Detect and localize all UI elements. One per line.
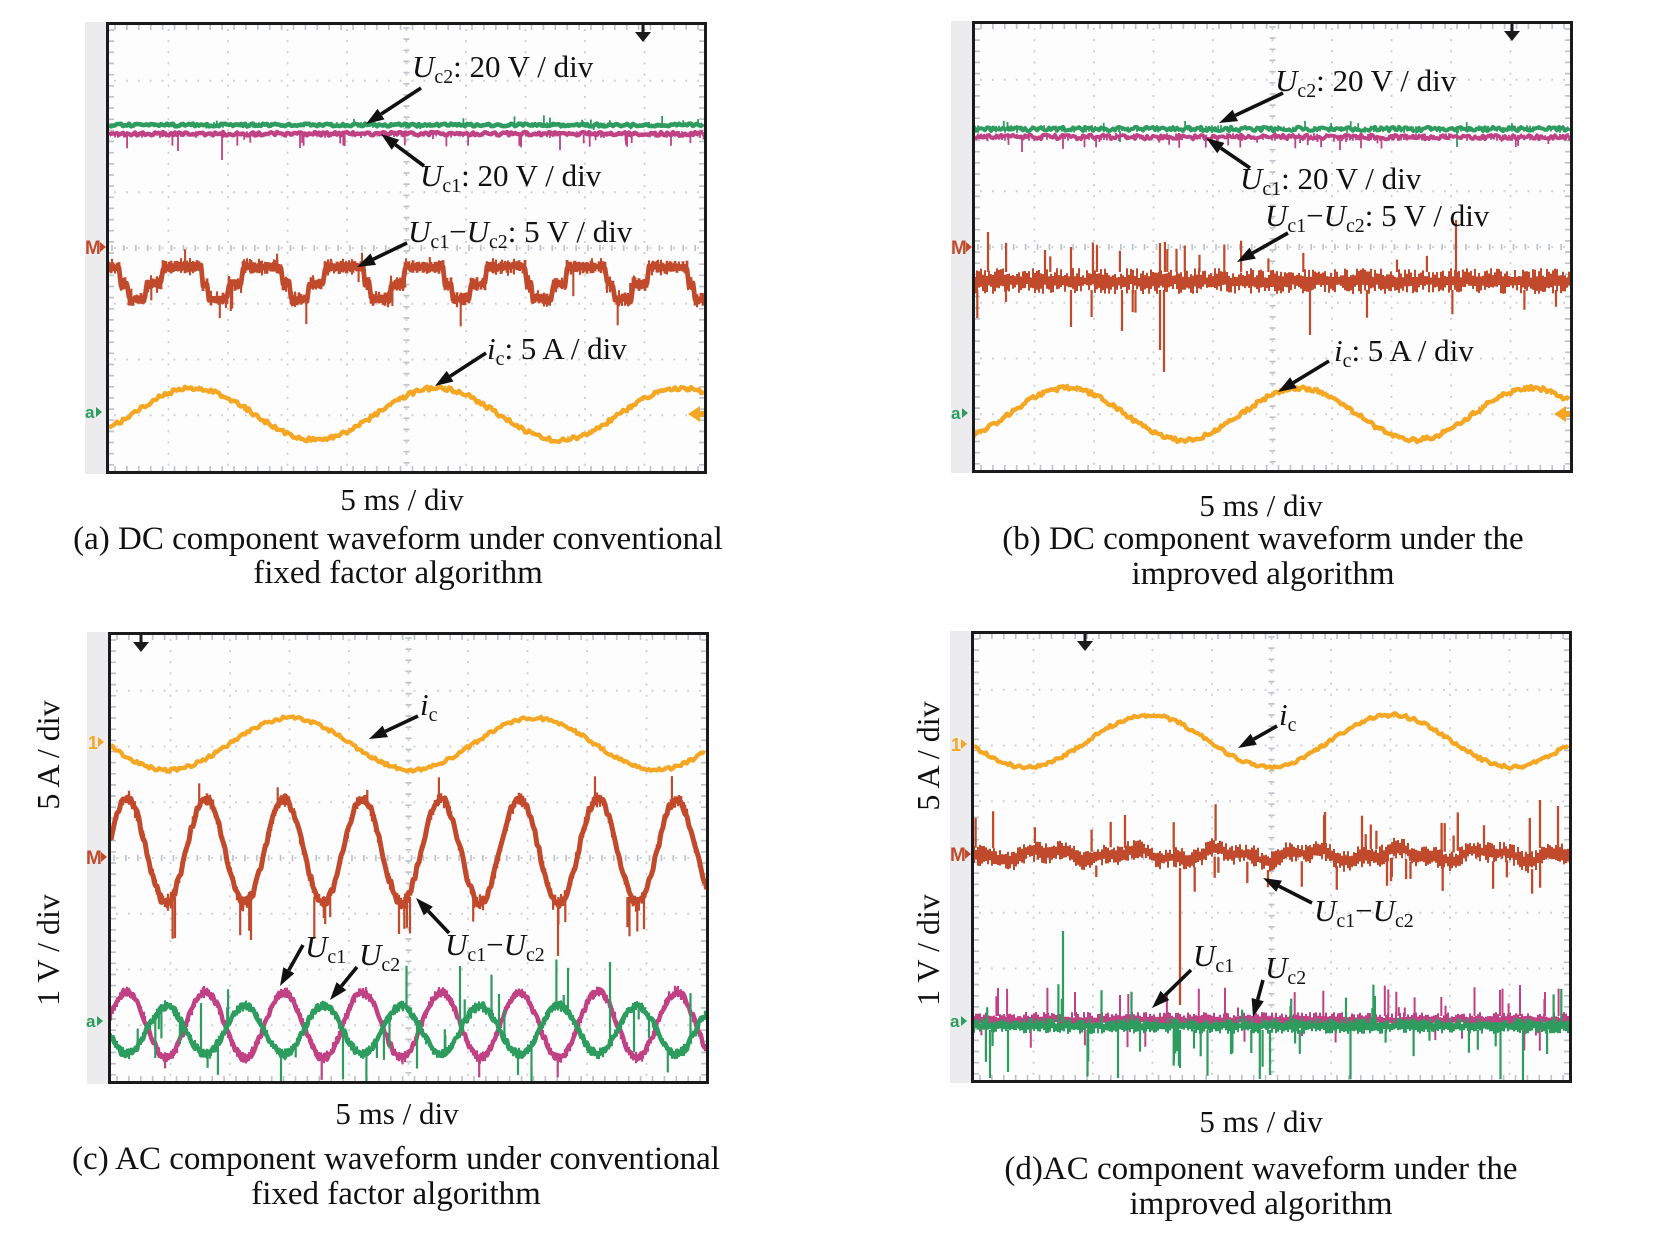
svg-text:a: a — [86, 1012, 96, 1031]
svg-text:1: 1 — [88, 733, 98, 753]
svg-text:M: M — [85, 238, 101, 259]
svg-text:M: M — [950, 845, 966, 866]
svg-text:a: a — [950, 1012, 960, 1031]
svg-text:a: a — [951, 404, 961, 423]
svg-text:M: M — [86, 848, 102, 869]
svg-text:1: 1 — [951, 735, 961, 755]
svg-text:M: M — [951, 238, 967, 259]
svg-text:a: a — [85, 403, 95, 422]
